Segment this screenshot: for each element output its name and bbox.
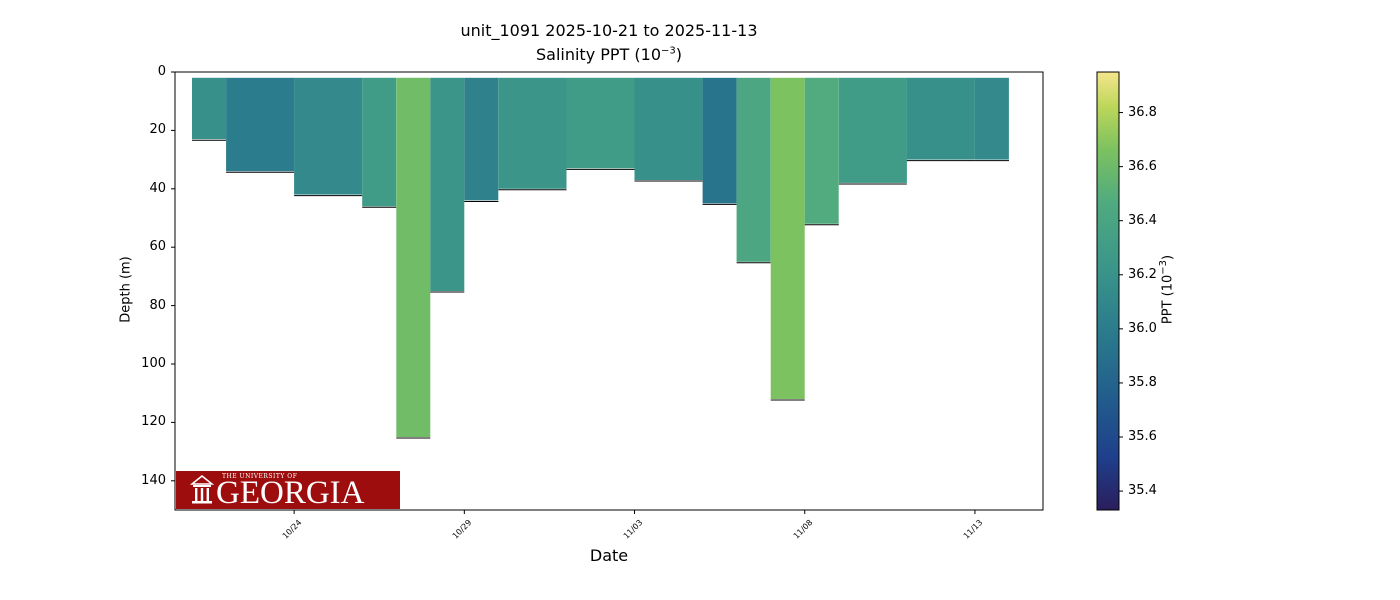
colorbar (1096, 71, 1120, 511)
profile-column-11 (736, 77, 771, 262)
x-axis-label: Date (589, 546, 629, 565)
chart-subtitle: Salinity PPT (10−3) (175, 46, 1043, 64)
profile-column-12 (770, 77, 805, 400)
colorbar-tick-label: 36.6 (1128, 158, 1157, 174)
profile-column-9 (634, 77, 703, 180)
university-logo: THE UNIVERSITY OF GEORGIA (176, 471, 400, 511)
y-tick-label: 120 (141, 414, 166, 430)
profile-column-0 (192, 77, 226, 140)
y-tick-label: 80 (149, 297, 166, 313)
profile-column-7 (498, 77, 567, 189)
profile-column-10 (702, 77, 737, 204)
colorbar-tick-label: 36.4 (1128, 212, 1157, 228)
arch-icon (190, 474, 214, 504)
colorbar-tick-label: 35.6 (1128, 429, 1157, 444)
colorbar-tick-label: 36.0 (1128, 320, 1157, 336)
colorbar-label-exponent: −3 (1158, 259, 1170, 275)
profile-column-14 (838, 77, 907, 183)
colorbar-tick-label: 35.4 (1128, 483, 1157, 499)
y-tick-label: 0 (157, 64, 166, 79)
profile-column-3 (362, 77, 397, 207)
profile-column-8 (566, 77, 635, 169)
profile-column-6 (464, 77, 499, 201)
y-tick-label: 20 (149, 122, 166, 138)
profile-column-4 (396, 77, 431, 438)
colorbar-tick-label: 36.8 (1128, 104, 1157, 120)
y-tick-label: 100 (141, 356, 166, 371)
subtitle-prefix: Salinity PPT (10 (535, 45, 662, 64)
colorbar-label-prefix: PPT (10 (1160, 274, 1176, 325)
colorbar-tick-label: 35.8 (1128, 374, 1157, 390)
subtitle-suffix: ) (675, 45, 683, 64)
logo-top-text: THE UNIVERSITY OF (222, 473, 298, 480)
profile-column-13 (804, 77, 839, 224)
y-tick-label: 40 (149, 180, 166, 196)
profile-column-16 (974, 77, 1009, 160)
profile-column-5 (430, 77, 465, 291)
chart-title: unit_1091 2025-10-21 to 2025-11-13 (460, 21, 758, 40)
profile-column-2 (294, 77, 363, 195)
plot-frame (174, 71, 1044, 511)
y-axis-label: Depth (m) (118, 256, 134, 323)
logo-main-text: GEORGIA (216, 475, 365, 511)
profile-column-1 (226, 77, 295, 172)
data-layer (192, 77, 1009, 439)
profile-column-15 (906, 77, 975, 160)
colorbar-label: PPT (10−3) (1158, 230, 1176, 350)
tick-marks (171, 71, 1123, 514)
y-tick-label: 60 (149, 239, 166, 255)
colorbar-label-suffix: ) (1160, 254, 1176, 260)
colorbar-tick-label: 36.2 (1128, 266, 1157, 282)
y-tick-label: 140 (141, 472, 166, 488)
subtitle-exponent: −3 (661, 45, 676, 57)
